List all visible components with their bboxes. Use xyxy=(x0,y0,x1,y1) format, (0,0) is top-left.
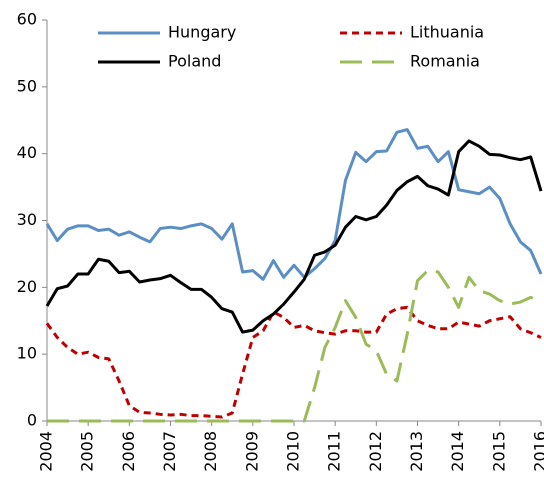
x-tick-label: 2015 xyxy=(489,431,508,472)
y-tick-label: 50 xyxy=(17,76,37,95)
x-tick-label: 2014 xyxy=(448,431,467,472)
x-tick-label: 2011 xyxy=(325,431,344,472)
y-tick-label: 60 xyxy=(17,10,37,29)
series-line xyxy=(45,128,543,281)
x-tick-label: 2012 xyxy=(366,431,385,472)
series-line xyxy=(45,305,542,419)
series-line xyxy=(47,269,542,423)
x-tick-label: 2009 xyxy=(242,431,261,472)
legend-label: Lithuania xyxy=(410,23,484,42)
x-tick-label: 2010 xyxy=(284,431,303,472)
x-tick-label: 2008 xyxy=(201,431,220,472)
legend: Hungary Lithuania Poland Romania xyxy=(98,23,484,71)
y-tick-label: 20 xyxy=(17,277,37,296)
x-tick-label: 2007 xyxy=(160,431,179,472)
legend-label: Hungary xyxy=(168,23,236,42)
legend-label: Romania xyxy=(410,52,480,71)
y-tick-label: 40 xyxy=(17,143,37,162)
x-tick-label: 2016 xyxy=(531,431,544,472)
x-tick-label: 2005 xyxy=(78,431,97,472)
y-tick-label: 30 xyxy=(17,210,37,229)
legend-label: Poland xyxy=(168,52,221,71)
y-tick-label: 10 xyxy=(17,344,37,363)
x-tick-label: 2013 xyxy=(407,431,426,472)
y-tick-label: 0 xyxy=(27,411,37,430)
series-line xyxy=(45,139,543,334)
x-tick-label: 2004 xyxy=(37,431,56,472)
x-tick-label: 2006 xyxy=(119,431,138,472)
